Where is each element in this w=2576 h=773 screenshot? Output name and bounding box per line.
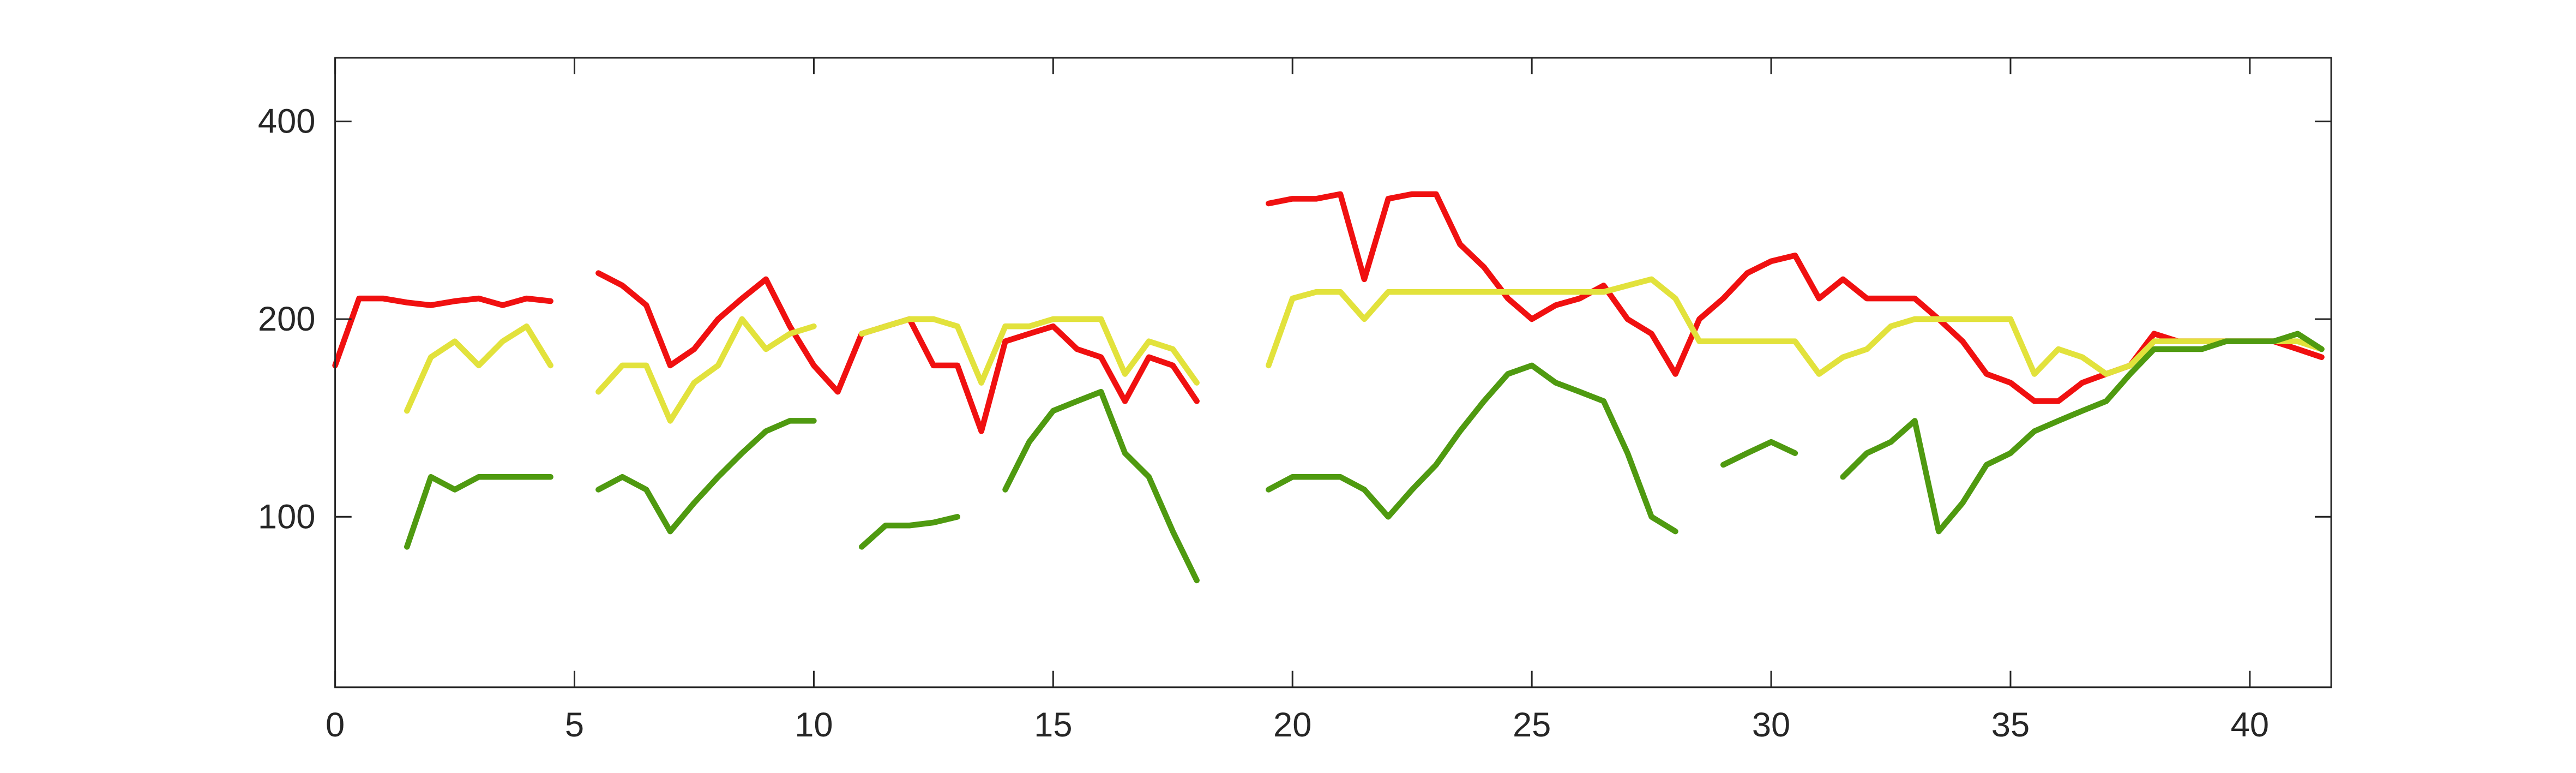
x-tick-label: 20 [1273,706,1311,744]
plot-area [332,191,2325,584]
x-tick-label: 10 [795,706,833,744]
x-tick-label: 35 [1991,706,2030,744]
x-tick-label: 0 [326,706,345,744]
y-tick-label: 200 [258,300,316,338]
y-tick-label: 400 [258,103,316,141]
data-line [404,276,2325,424]
data-line [404,331,2325,584]
x-tick-label: 15 [1034,706,1072,744]
x-tick-label: 30 [1752,706,1790,744]
x-tick-label: 40 [2231,706,2269,744]
y-tick-label: 100 [258,498,316,536]
axes-frame [334,57,2332,688]
x-tick-label: 5 [565,706,584,744]
x-tick-label: 25 [1513,706,1551,744]
